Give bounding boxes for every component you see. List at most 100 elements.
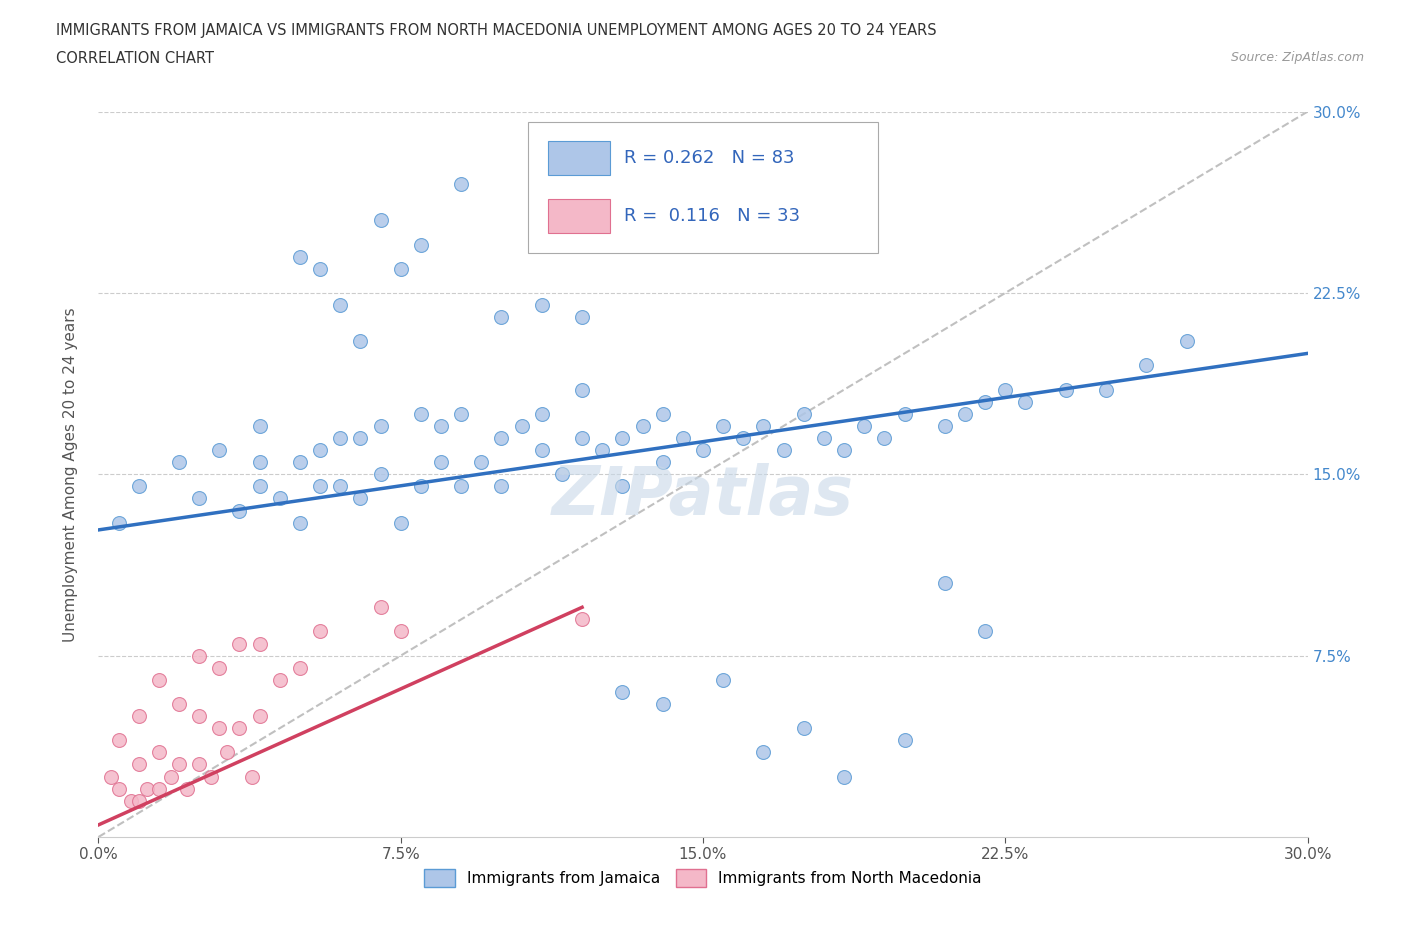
Point xyxy=(530,298,553,312)
Point xyxy=(571,431,593,445)
Point xyxy=(893,733,915,748)
Point xyxy=(228,721,250,736)
Point xyxy=(188,709,211,724)
Point xyxy=(450,177,472,192)
Point xyxy=(370,213,392,228)
Point xyxy=(409,406,432,421)
Point xyxy=(389,515,412,530)
Text: CORRELATION CHART: CORRELATION CHART xyxy=(56,51,214,66)
Point xyxy=(1175,334,1198,349)
Point xyxy=(148,745,170,760)
Point xyxy=(269,491,291,506)
Point xyxy=(1054,382,1077,397)
Point xyxy=(100,769,122,784)
Point xyxy=(128,757,150,772)
Point xyxy=(309,443,332,458)
Point xyxy=(329,431,352,445)
Point xyxy=(188,491,211,506)
FancyBboxPatch shape xyxy=(548,140,610,176)
Point xyxy=(571,612,593,627)
Point xyxy=(733,431,755,445)
Point xyxy=(249,455,271,470)
Point xyxy=(793,721,815,736)
Point xyxy=(450,479,472,494)
Point xyxy=(853,418,876,433)
Point xyxy=(217,745,239,760)
Point xyxy=(893,406,915,421)
Point xyxy=(120,793,142,808)
Point xyxy=(832,769,855,784)
Point xyxy=(409,237,432,252)
Point xyxy=(1135,358,1157,373)
Point xyxy=(651,455,673,470)
Point xyxy=(491,479,513,494)
Point xyxy=(389,624,412,639)
FancyBboxPatch shape xyxy=(548,199,610,233)
Point xyxy=(510,418,533,433)
Point xyxy=(240,769,263,784)
Point xyxy=(672,431,695,445)
Point xyxy=(208,443,231,458)
Point xyxy=(711,418,734,433)
Point xyxy=(167,455,190,470)
Point xyxy=(430,455,453,470)
Point xyxy=(612,431,634,445)
Point xyxy=(148,672,170,687)
Point xyxy=(288,515,311,530)
Point xyxy=(148,781,170,796)
Point xyxy=(591,443,613,458)
Point xyxy=(953,406,976,421)
Point xyxy=(389,261,412,276)
Point xyxy=(571,382,593,397)
Point xyxy=(349,334,371,349)
Point xyxy=(288,455,311,470)
Point xyxy=(128,479,150,494)
Point xyxy=(994,382,1017,397)
Point xyxy=(793,406,815,421)
Point xyxy=(200,769,222,784)
Point xyxy=(249,418,271,433)
Point xyxy=(651,697,673,711)
Point xyxy=(249,479,271,494)
Point xyxy=(934,418,956,433)
Point xyxy=(349,431,371,445)
Point xyxy=(1095,382,1118,397)
Point xyxy=(288,660,311,675)
Point xyxy=(873,431,896,445)
Point xyxy=(1014,394,1036,409)
Point xyxy=(450,406,472,421)
Point xyxy=(832,443,855,458)
Point xyxy=(430,418,453,433)
Point xyxy=(329,479,352,494)
Point xyxy=(176,781,198,796)
Point xyxy=(370,600,392,615)
Point xyxy=(692,443,714,458)
Point xyxy=(107,733,129,748)
Text: Source: ZipAtlas.com: Source: ZipAtlas.com xyxy=(1230,51,1364,64)
Point xyxy=(530,406,553,421)
Text: R = 0.262   N = 83: R = 0.262 N = 83 xyxy=(624,149,794,167)
FancyBboxPatch shape xyxy=(527,123,879,253)
Point xyxy=(631,418,654,433)
Point xyxy=(409,479,432,494)
Point xyxy=(269,672,291,687)
Point xyxy=(491,310,513,325)
Point xyxy=(612,479,634,494)
Text: IMMIGRANTS FROM JAMAICA VS IMMIGRANTS FROM NORTH MACEDONIA UNEMPLOYMENT AMONG AG: IMMIGRANTS FROM JAMAICA VS IMMIGRANTS FR… xyxy=(56,23,936,38)
Point xyxy=(135,781,157,796)
Point xyxy=(551,467,574,482)
Point xyxy=(167,757,190,772)
Point xyxy=(309,261,332,276)
Point xyxy=(288,249,311,264)
Point xyxy=(571,310,593,325)
Point xyxy=(249,636,271,651)
Point xyxy=(370,418,392,433)
Point xyxy=(309,479,332,494)
Point xyxy=(208,660,231,675)
Point xyxy=(188,757,211,772)
Point xyxy=(470,455,492,470)
Point xyxy=(711,672,734,687)
Point xyxy=(491,431,513,445)
Point xyxy=(752,418,775,433)
Point xyxy=(370,467,392,482)
